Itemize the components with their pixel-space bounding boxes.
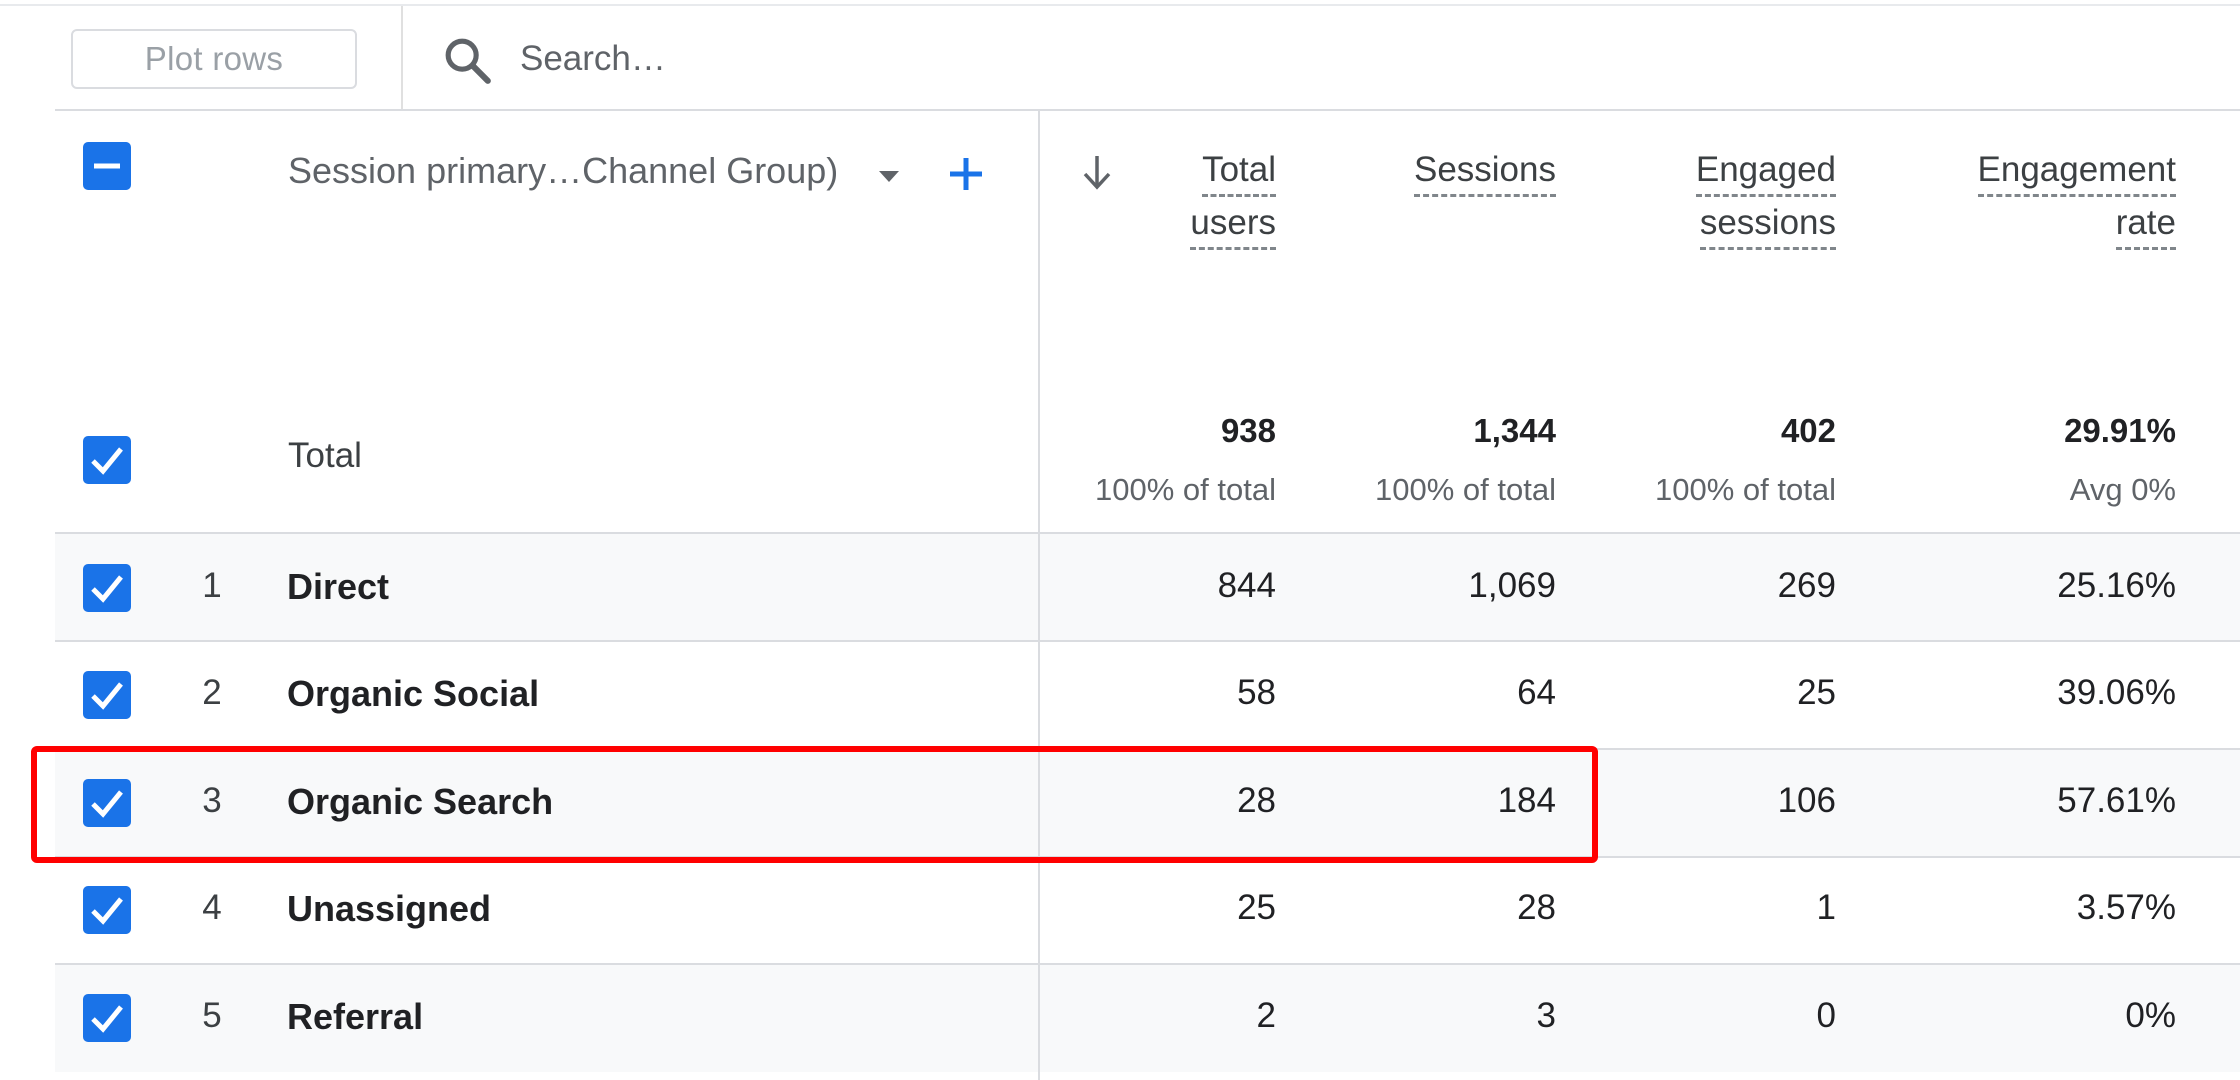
minus-icon xyxy=(94,163,120,169)
metric-header-engaged-sessions[interactable]: Engaged sessions xyxy=(1640,144,1836,250)
total-value-total-users: 938 xyxy=(1220,412,1276,449)
cell-sessions: 64 xyxy=(1517,673,1556,712)
cell-engagement-rate: 25.16% xyxy=(2057,566,2176,605)
arrow-down-icon[interactable] xyxy=(1080,150,1114,194)
metric-header-line: Engagement xyxy=(1977,148,2176,197)
check-icon xyxy=(91,897,123,925)
row-dimension-value[interactable]: Direct xyxy=(287,566,390,607)
row-dimension-value[interactable]: Organic Social xyxy=(287,673,540,714)
total-subtext: 100% of total xyxy=(1095,472,1276,507)
row-number: 1 xyxy=(202,566,222,605)
total-value-engagement-rate: 29.91% xyxy=(2064,412,2176,449)
search-icon[interactable] xyxy=(440,33,496,89)
metric-header-line: rate xyxy=(2115,201,2176,250)
metric-header-line: users xyxy=(1190,201,1276,250)
cell-engaged-sessions: 1 xyxy=(1816,888,1836,927)
row-number: 3 xyxy=(202,781,222,820)
cell-engaged-sessions: 106 xyxy=(1777,781,1836,820)
cell-total-users: 2 xyxy=(1256,996,1276,1035)
cell-engagement-rate: 0% xyxy=(2125,996,2176,1035)
cell-engagement-rate: 3.57% xyxy=(2076,888,2176,927)
cell-engaged-sessions: 269 xyxy=(1777,566,1836,605)
dimension-column-divider xyxy=(1038,111,1040,1080)
check-icon xyxy=(91,790,123,818)
cell-total-users: 844 xyxy=(1217,566,1276,605)
cell-sessions: 184 xyxy=(1497,781,1556,820)
row-checkbox[interactable] xyxy=(83,671,131,719)
cell-sessions: 28 xyxy=(1517,888,1556,927)
row-checkbox[interactable] xyxy=(83,886,131,934)
row-dimension-value[interactable]: Referral xyxy=(287,996,424,1037)
cell-sessions: 1,069 xyxy=(1468,566,1556,605)
top-divider xyxy=(0,4,2240,6)
select-all-checkbox[interactable] xyxy=(83,142,131,190)
row-number: 5 xyxy=(202,996,222,1035)
total-value-sessions: 1,344 xyxy=(1473,412,1556,449)
dimension-header[interactable]: Session primary…Channel Group) xyxy=(288,150,839,191)
metric-header-total-users[interactable]: Total users xyxy=(1140,144,1276,250)
row-checkbox[interactable] xyxy=(83,564,131,612)
total-value-engaged-sessions: 402 xyxy=(1780,412,1836,449)
toolbar-divider xyxy=(401,6,403,110)
table-row[interactable] xyxy=(55,534,2240,641)
row-number: 4 xyxy=(202,888,222,927)
check-icon xyxy=(91,575,123,603)
metric-header-sessions[interactable]: Sessions xyxy=(1380,144,1556,197)
cell-total-users: 58 xyxy=(1237,673,1276,712)
cell-engaged-sessions: 0 xyxy=(1816,996,1836,1035)
table-row[interactable] xyxy=(55,750,2240,857)
total-subtext: 100% of total xyxy=(1375,472,1556,507)
metric-header-engagement-rate[interactable]: Engagement rate xyxy=(1920,144,2176,250)
row-checkbox[interactable] xyxy=(83,779,131,827)
metric-header-line: Engaged xyxy=(1695,148,1836,197)
total-row-divider xyxy=(55,532,2240,534)
table-row[interactable] xyxy=(55,965,2240,1072)
metric-header-line: Sessions xyxy=(1413,148,1556,197)
plot-rows-button[interactable]: Plot rows xyxy=(71,29,357,89)
row-divider xyxy=(55,963,2240,965)
check-icon xyxy=(91,682,123,710)
search-input[interactable] xyxy=(520,26,1420,92)
check-icon xyxy=(91,1005,123,1033)
total-subtext: 100% of total xyxy=(1655,472,1836,507)
plus-icon[interactable] xyxy=(944,152,988,196)
cell-total-users: 25 xyxy=(1237,888,1276,927)
cell-engagement-rate: 39.06% xyxy=(2057,673,2176,712)
total-checkbox[interactable] xyxy=(83,436,131,484)
metric-header-line: Total xyxy=(1202,148,1276,197)
row-checkbox[interactable] xyxy=(83,994,131,1042)
total-subtext: Avg 0% xyxy=(2069,472,2176,507)
row-number: 2 xyxy=(202,673,222,712)
row-divider xyxy=(55,640,2240,642)
total-label: Total xyxy=(288,436,362,475)
chevron-down-icon[interactable] xyxy=(874,166,904,186)
cell-engagement-rate: 57.61% xyxy=(2057,781,2176,820)
cell-total-users: 28 xyxy=(1237,781,1276,820)
row-dimension-value[interactable]: Unassigned xyxy=(287,888,492,929)
check-icon xyxy=(91,447,123,475)
cell-engaged-sessions: 25 xyxy=(1797,673,1836,712)
metric-header-line: sessions xyxy=(1699,201,1836,250)
cell-sessions: 3 xyxy=(1536,996,1556,1035)
toolbar-divider-bottom xyxy=(55,109,2240,111)
row-dimension-value[interactable]: Organic Search xyxy=(287,781,554,822)
